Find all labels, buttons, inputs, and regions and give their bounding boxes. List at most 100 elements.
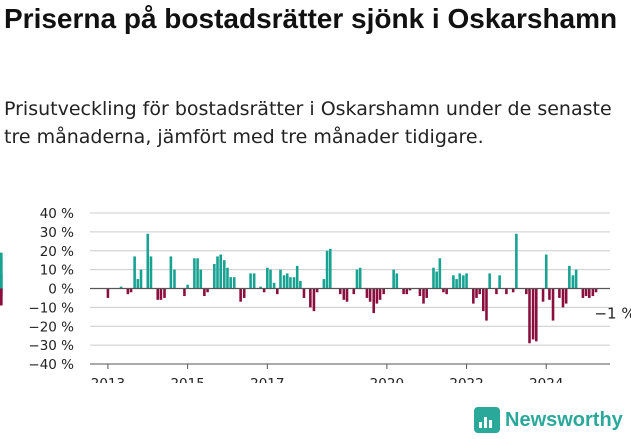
bar [342,288,346,300]
last-value-annotation: −1 % [594,304,631,322]
bar [315,288,319,293]
bar [435,271,438,289]
x-tick-label: 2024 [529,376,563,383]
bar [455,279,458,289]
bar [528,288,531,344]
bar [594,288,598,293]
bar [432,267,435,289]
x-tick-label: 2017 [250,376,284,383]
bar [395,273,399,289]
bar [206,288,209,293]
y-tick-label: 10 % [40,263,74,279]
bar [581,288,585,298]
y-tick-label: −40 % [28,357,74,373]
bar [173,269,176,289]
bar [213,263,216,289]
bar [534,288,538,342]
bar [279,269,282,289]
bar [368,288,372,302]
bar [146,233,150,289]
bar [541,288,545,302]
bar [259,286,262,289]
bar [252,273,256,289]
bar [169,256,173,289]
bar [498,275,501,289]
bar [0,273,3,289]
bar [0,288,3,297]
bar [515,233,518,289]
bar [574,269,578,289]
bar [159,288,163,300]
bar [226,267,229,289]
y-tick-label: 30 % [40,225,74,241]
bar [242,288,246,298]
bar [289,277,292,289]
bar [186,284,189,289]
bar [587,288,591,298]
x-axis-ticks: 2013 2015 2017 2020 2022 2024 [91,364,563,383]
bar [119,286,123,289]
bar [531,288,535,340]
bar [338,288,342,295]
bar [355,269,359,289]
y-tick-label: 40 % [40,206,74,222]
bar-chart: 40 %30 %20 %10 %0 %−10 %−20 %−30 %−40 % … [0,206,631,383]
bar [272,282,276,289]
bar [0,288,3,291]
bar [465,273,468,289]
bar [196,258,199,289]
bar [156,288,160,300]
bar [199,269,203,289]
bar [312,288,316,312]
x-tick-label: 2020 [370,376,404,383]
bar [219,254,222,289]
bar [481,288,485,312]
bar [475,288,478,298]
bar [485,288,488,321]
brand-name: Newsworthy [505,408,623,431]
bar [328,248,332,289]
bar [322,279,326,289]
newsworthy-logo-icon [474,407,500,433]
y-tick-label: −10 % [28,300,74,316]
bar [375,288,379,304]
bar [193,258,196,289]
bar [295,265,299,289]
bar [299,280,302,289]
bar [229,277,232,289]
bar [571,275,575,289]
bar [442,288,445,293]
bar [325,250,329,289]
bar [561,288,565,308]
bar [548,288,551,300]
bar [106,288,110,298]
bar [232,277,236,289]
bar [405,288,409,295]
bar [249,273,252,289]
bar [422,288,425,304]
bar [149,256,153,289]
bar [358,267,362,289]
bar [275,288,279,295]
bar [222,260,226,289]
bar [584,288,588,297]
bar [544,254,548,289]
bar [445,288,448,295]
bar [378,288,382,300]
y-tick-label: −20 % [28,319,74,335]
chart-subtitle: Prisutveckling för bostadsrätter i Oskar… [4,98,612,148]
bar [352,288,356,295]
bar [402,288,405,295]
bar [372,288,376,314]
bar [462,275,465,289]
bar [136,279,140,289]
bar [302,288,306,298]
chart-title: Priserna på bostadsrätter sjönk i Oskars… [4,3,618,34]
bar [551,288,555,321]
bar [129,288,133,293]
bar [139,269,143,289]
bar [216,256,219,289]
bar [163,288,166,298]
bar [495,288,498,295]
bar [239,288,242,302]
